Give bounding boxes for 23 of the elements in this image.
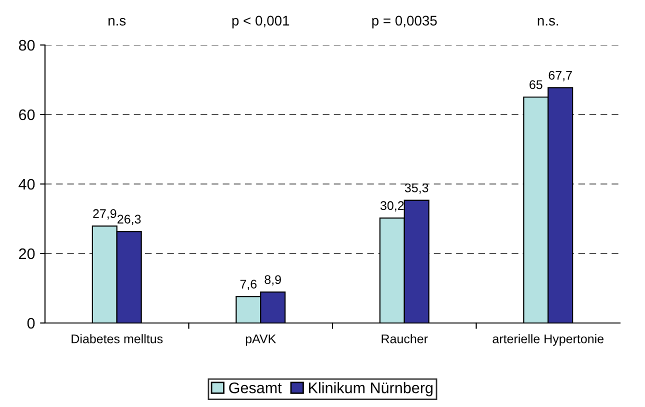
data-label: 26,3 <box>118 214 141 226</box>
text: n.s. <box>538 18 558 26</box>
x-tick-label: Raucher <box>382 334 428 344</box>
y-tick-label: 0 <box>27 318 35 329</box>
data-label: 7,6 <box>240 280 257 290</box>
data-label: 67,7 <box>548 70 572 82</box>
data-label: 8,9 <box>264 275 281 286</box>
x-tick-label: arterielle Hypertonie <box>492 334 604 346</box>
legend-label: Klinikum Nürnberg <box>309 382 432 396</box>
y-tick-label: 20 <box>19 248 35 260</box>
text: p < 0,001 <box>232 16 290 28</box>
y-tick-label: 40 <box>18 178 35 190</box>
y-tick-label: 60 <box>19 109 35 120</box>
y-tick-label: 80 <box>18 40 35 51</box>
text: n.s <box>108 18 126 26</box>
data-label: 35,3 <box>404 183 428 194</box>
text: p = 0,0035 <box>372 16 437 28</box>
data-label: 27,9 <box>93 209 116 220</box>
data-label: 65 <box>530 80 542 90</box>
x-tick-label: pAVK <box>246 334 276 346</box>
data-label: 30,2 <box>380 201 404 212</box>
legend-label: Gesamt <box>229 382 282 394</box>
x-tick-label: Diabetes melltus <box>72 334 163 344</box>
